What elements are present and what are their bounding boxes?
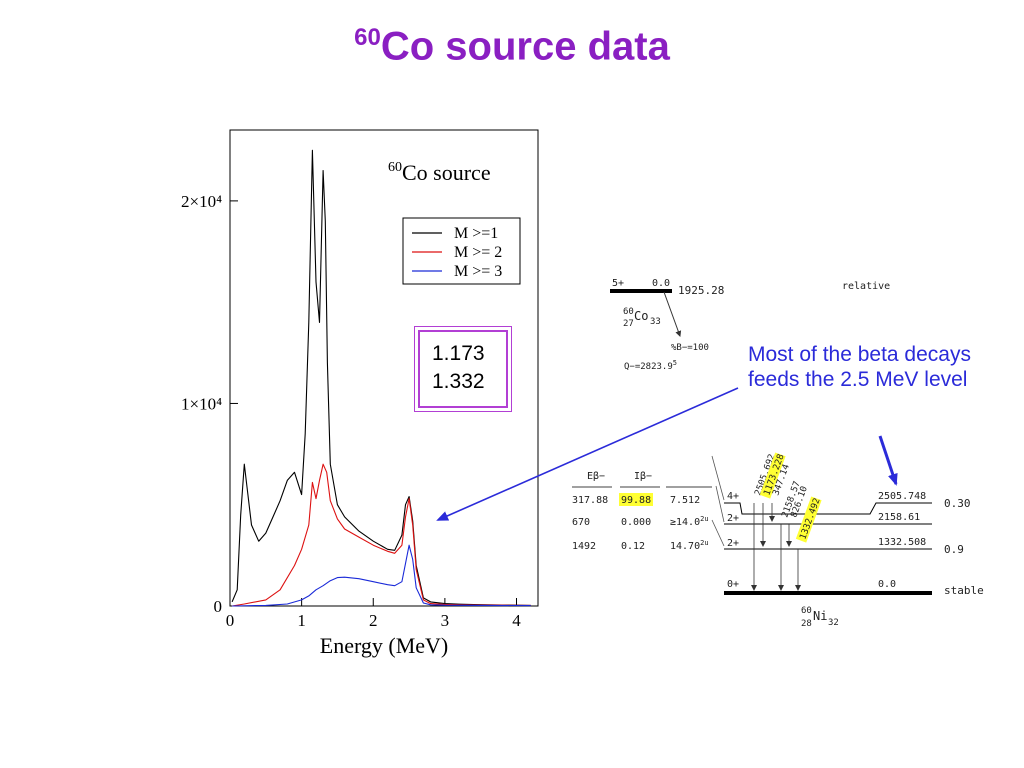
peak-energy-1: 1.173 xyxy=(432,342,485,365)
level-right-ground: stable xyxy=(944,584,984,597)
beta-feed-line xyxy=(711,519,725,547)
beta-intensity-3: 0.12 xyxy=(621,541,645,552)
daughter-z: 28 xyxy=(801,619,812,629)
series-line-0 xyxy=(231,149,531,606)
title-mass-number: 60 xyxy=(354,24,381,51)
x-tick-label-0: 0 xyxy=(226,611,235,630)
y-tick-label-2: 2×10⁴ xyxy=(181,192,222,211)
beta-logft-2: ≥14.02u xyxy=(670,515,709,528)
peak-energies-box: 1.173 1.332 xyxy=(414,326,512,412)
beta-energy-1: 317.88 xyxy=(572,495,608,506)
parent-n: 33 xyxy=(650,317,661,327)
level-spin-2158: 2+ xyxy=(727,513,739,524)
beta-logft-3: 14.702u xyxy=(670,539,709,552)
parent-mass: 60 xyxy=(623,307,634,317)
beta-energy-3: 1492 xyxy=(572,541,596,552)
intensity-highlight xyxy=(619,493,653,506)
parent-half-life: 1925.28 xyxy=(678,284,724,297)
level-right-2505: 0.30 xyxy=(944,497,971,510)
peak-energy-2: 1.332 xyxy=(432,370,485,393)
legend-box xyxy=(402,217,521,285)
level-spin-1332: 2+ xyxy=(727,538,739,549)
annotation-arrow-to-peak xyxy=(436,387,739,521)
legend-label-m3: M >= 3 xyxy=(454,263,502,280)
parent-spin: 5+ xyxy=(612,278,624,289)
beta-feed-line xyxy=(711,455,725,501)
title-text: Co source data xyxy=(380,24,670,69)
decay-scheme: 5+ 0.0 1925.28 relative 60 27 Co 33 %B−=… xyxy=(572,278,984,629)
x-tick-label-1: 1 xyxy=(297,611,306,630)
x-tick-label-3: 3 xyxy=(441,611,450,630)
beta-logft-1: 7.512 xyxy=(670,495,700,506)
series-lines xyxy=(231,149,531,607)
parent-nuclide: 60 27 Co 33 xyxy=(623,307,661,329)
level-energy-2505: 2505.748 xyxy=(878,491,926,502)
parent-level-energy: 0.0 xyxy=(652,278,670,289)
beta-arrow xyxy=(663,291,682,337)
daughter-n: 32 xyxy=(828,618,839,628)
annotation-arrow-to-level xyxy=(878,435,898,486)
x-tick-label-4: 4 xyxy=(512,611,521,630)
x-tick-label-2: 2 xyxy=(369,611,378,630)
series-line-1 xyxy=(232,463,531,607)
chart-title-text: Co source xyxy=(402,160,491,185)
level-spin-ground: 0+ xyxy=(727,579,739,590)
x-axis-label: Energy (MeV) xyxy=(320,633,449,658)
series-line-2 xyxy=(232,544,531,607)
beta-energy-2: 670 xyxy=(572,517,590,528)
level-energy-1332: 1332.508 xyxy=(878,537,926,548)
annotation-text: Most of the beta decays feeds the 2.5 Me… xyxy=(748,343,971,391)
branch-label: %B−=100 xyxy=(671,343,709,353)
relative-label: relative xyxy=(842,281,890,292)
beta-intensity-1: 99.88 xyxy=(621,495,651,506)
parent-symbol: Co xyxy=(634,309,648,323)
daughter-symbol: Ni xyxy=(813,609,827,623)
table-header-energy: Eβ− xyxy=(587,471,605,482)
chart-title-sup: 60 xyxy=(388,160,402,175)
level-right-1332: 0.9 xyxy=(944,543,964,556)
y-tick-label-1: 1×10⁴ xyxy=(181,394,222,413)
level-energy-2158: 2158.61 xyxy=(878,512,920,523)
beta-feed-line xyxy=(715,485,725,523)
chart-title: 60Co source xyxy=(388,160,491,185)
y-tick-label-0: 0 xyxy=(214,597,223,616)
parent-z: 27 xyxy=(623,319,634,329)
level-spin-2505: 4+ xyxy=(727,491,739,502)
slide-title: 60Co source data xyxy=(0,24,1024,69)
daughter-nuclide: 60 28 Ni 32 xyxy=(801,606,839,629)
q-value: Q−=2823.95 xyxy=(624,359,677,372)
legend-label-m2: M >= 2 xyxy=(454,244,502,261)
legend-label-m1: M >=1 xyxy=(454,225,498,242)
beta-intensity-2: 0.000 xyxy=(621,517,651,528)
level-energy-ground: 0.0 xyxy=(878,579,896,590)
table-header-intensity: Iβ− xyxy=(634,471,652,482)
daughter-mass: 60 xyxy=(801,606,812,616)
y-axis: 0 1×10⁴ 2×10⁴ xyxy=(181,192,238,616)
chart-legend: M >=1 M >= 2 M >= 3 xyxy=(402,217,521,285)
